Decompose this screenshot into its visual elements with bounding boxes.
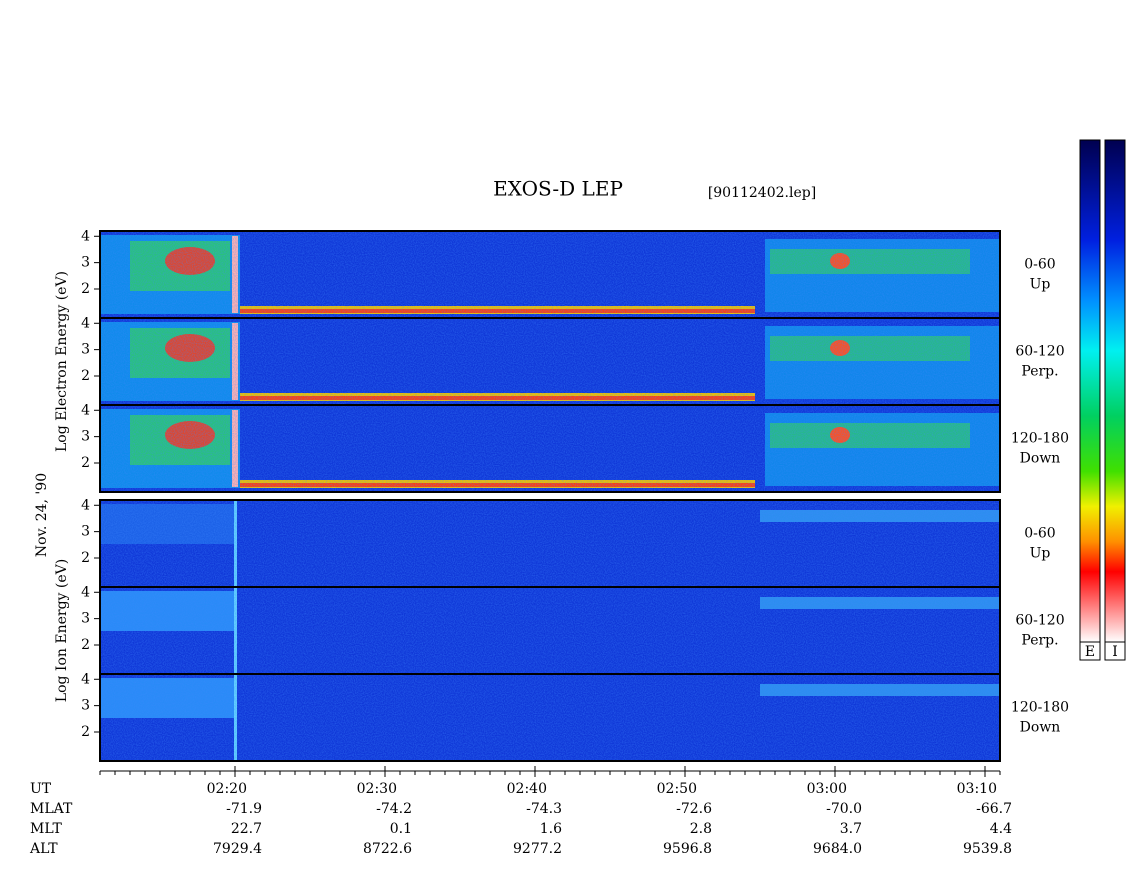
x-tick-label: 02:50 [657, 781, 697, 797]
panel-frame [99, 404, 1001, 493]
y-tick-label: 4 [81, 315, 90, 331]
colorbar-label: E [1085, 644, 1095, 660]
x-tick-label: 02:40 [507, 781, 547, 797]
x-tick-label: 02:20 [207, 781, 247, 797]
spectrogram-noise [100, 405, 1000, 492]
panel-direction: Down [1020, 451, 1061, 467]
colorbar-box [1079, 641, 1101, 661]
colorbar-label: I [1112, 644, 1118, 660]
spectrogram-noise [100, 587, 1000, 674]
ephemeris-value: 9539.8 [963, 841, 1012, 857]
y-tick-label: 3 [81, 342, 90, 358]
x-tick-label: 03:10 [957, 781, 997, 797]
y-tick-label: 2 [81, 368, 90, 384]
y-axis-label: Log Ion Energy (eV) [54, 559, 70, 702]
ephemeris-value: 7929.4 [213, 841, 262, 857]
ephemeris-value: 1.6 [540, 821, 562, 837]
spectrogram-noise [100, 231, 1000, 318]
ephemeris-value: 9684.0 [813, 841, 862, 857]
x-tick-label: 03:00 [807, 781, 847, 797]
ephemeris-value: -66.7 [976, 801, 1012, 817]
ephemeris-value: -72.6 [676, 801, 712, 817]
y-axis-label: Log Electron Energy (eV) [54, 271, 70, 452]
y-tick-label: 2 [81, 455, 90, 471]
date-label: Nov. 24, '90 [34, 473, 50, 557]
y-tick-label: 3 [81, 698, 90, 714]
ephemeris-value: -71.9 [226, 801, 262, 817]
subtitle: [90112402.lep] [708, 185, 816, 201]
ephemeris-value: 8722.6 [363, 841, 412, 857]
y-tick-label: 2 [81, 724, 90, 740]
ephemeris-value: 0.1 [390, 821, 412, 837]
ephemeris-value: 2.8 [690, 821, 712, 837]
y-tick-label: 3 [81, 255, 90, 271]
y-tick-label: 2 [81, 550, 90, 566]
y-tick-label: 4 [81, 402, 90, 418]
panel-direction: Perp. [1021, 364, 1058, 380]
ephemeris-value: 9277.2 [513, 841, 562, 857]
x-tick-label: 02:30 [357, 781, 397, 797]
x-label: UT [30, 781, 52, 797]
y-tick-label: 4 [81, 497, 90, 513]
ephemeris-value: 4.4 [990, 821, 1012, 837]
y-tick-label: 2 [81, 637, 90, 653]
panel-direction: Down [1020, 720, 1061, 736]
panel-angle: 120-180 [1011, 431, 1069, 447]
spectrogram-noise [100, 674, 1000, 761]
panel-direction: Up [1030, 277, 1051, 293]
ephemeris-value: -74.3 [526, 801, 562, 817]
panel-angle: 60-120 [1015, 613, 1064, 629]
y-tick-label: 2 [81, 281, 90, 297]
y-tick-label: 4 [81, 228, 90, 244]
colorbar-box [1104, 641, 1126, 661]
spectrogram-noise [100, 500, 1000, 587]
panel-angle: 120-180 [1011, 700, 1069, 716]
ephemeris-value: -74.2 [376, 801, 412, 817]
y-tick-label: 3 [81, 524, 90, 540]
ephemeris-value: 9596.8 [663, 841, 712, 857]
ephemeris-value: 22.7 [231, 821, 262, 837]
y-tick-label: 4 [81, 584, 90, 600]
spectrogram-noise [100, 318, 1000, 405]
colorbar [1079, 139, 1101, 643]
colorbar [1104, 139, 1126, 643]
panel-angle: 0-60 [1024, 526, 1055, 542]
panel-angle: 60-120 [1015, 344, 1064, 360]
title: EXOS-D LEP [493, 177, 623, 201]
panel-angle: 0-60 [1024, 257, 1055, 273]
ephemeris-name: ALT [29, 841, 58, 857]
ephemeris-name: MLT [30, 821, 62, 837]
panel-frame [99, 673, 1001, 762]
ephemeris-value: 3.7 [840, 821, 862, 837]
y-tick-label: 4 [81, 671, 90, 687]
ephemeris-name: MLAT [30, 801, 73, 817]
y-tick-label: 3 [81, 611, 90, 627]
ephemeris-value: -70.0 [826, 801, 862, 817]
panel-direction: Up [1030, 546, 1051, 562]
panel-direction: Perp. [1021, 633, 1058, 649]
y-tick-label: 3 [81, 429, 90, 445]
